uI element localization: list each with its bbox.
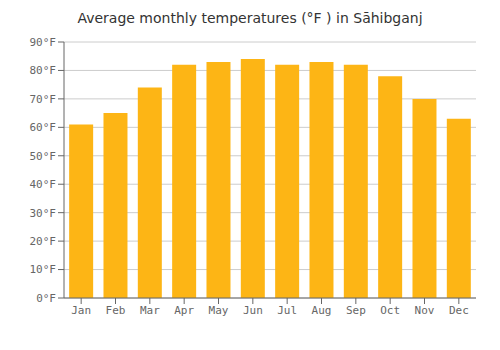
svg-text:80°F: 80°F xyxy=(30,64,57,77)
svg-text:90°F: 90°F xyxy=(30,36,57,49)
svg-text:Apr: Apr xyxy=(174,304,194,317)
svg-text:20°F: 20°F xyxy=(30,235,57,248)
svg-text:50°F: 50°F xyxy=(30,150,57,163)
svg-text:30°F: 30°F xyxy=(30,207,57,220)
svg-text:10°F: 10°F xyxy=(30,263,57,276)
svg-text:Jul: Jul xyxy=(277,304,297,317)
svg-text:Jun: Jun xyxy=(243,304,263,317)
svg-text:0°F: 0°F xyxy=(36,292,56,305)
svg-text:Feb: Feb xyxy=(106,304,126,317)
svg-text:May: May xyxy=(209,304,229,317)
svg-text:Mar: Mar xyxy=(140,304,160,317)
html-text:Average monthly temperatures (: Average monthly temperatures (°F ) in Sā… xyxy=(77,10,423,26)
svg-text:Jan: Jan xyxy=(71,304,91,317)
svg-text:Nov: Nov xyxy=(415,304,435,317)
svg-text:Dec: Dec xyxy=(449,304,469,317)
svg-text:Oct: Oct xyxy=(380,304,400,317)
svg-text:40°F: 40°F xyxy=(30,178,57,191)
svg-text:Aug: Aug xyxy=(312,304,332,317)
svg-text:Sep: Sep xyxy=(346,304,366,317)
svg-text:60°F: 60°F xyxy=(30,121,57,134)
svg-text:70°F: 70°F xyxy=(30,93,57,106)
